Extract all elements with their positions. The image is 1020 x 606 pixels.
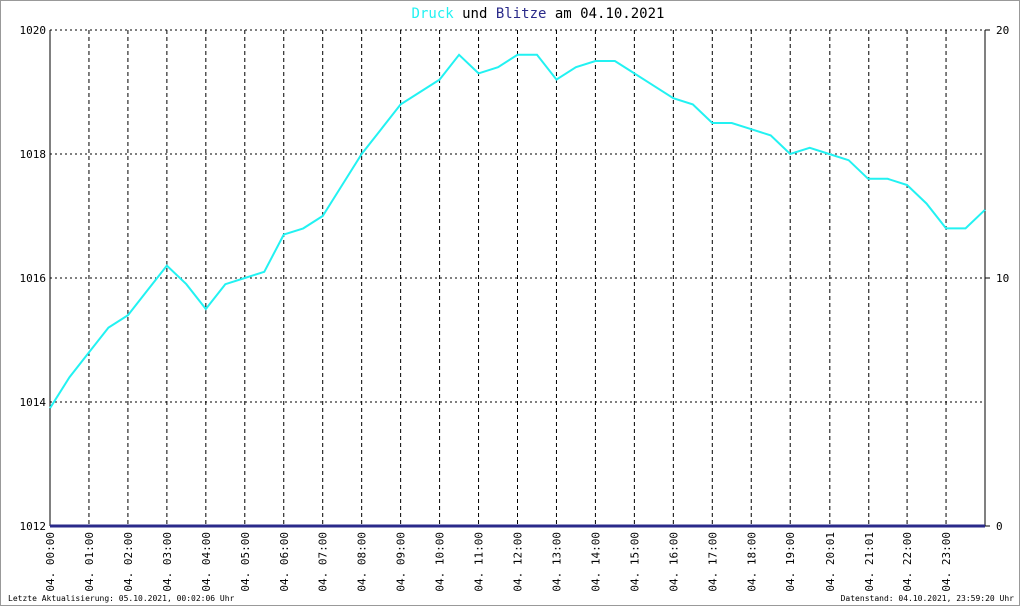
x-tick-label: 04. 00:00 [44,532,57,592]
x-tick-label: 04. 07:00 [317,532,330,592]
x-tick-label: 04. 02:00 [122,532,135,592]
x-tick-label: 04. 03:00 [161,532,174,592]
y-tick-label: 1014 [20,396,47,409]
footer-right: Datenstand: 04.10.2021, 23:59:20 Uhr [841,594,1015,603]
y2-tick-label: 20 [996,24,1009,37]
y-tick-label: 1018 [20,148,47,161]
series-line [49,53,986,409]
y-tick-label: 1016 [20,272,47,285]
title-series-1: Druck [412,6,455,22]
x-tick-label: 04. 05:00 [239,532,252,592]
x-tick-label: 04. 11:00 [473,532,486,592]
title-series-2: Blitze [496,6,547,22]
y2-tick-label: 10 [996,272,1009,285]
y-tick-label: 1020 [20,24,47,37]
x-tick-label: 04. 13:00 [550,532,563,592]
title-suffix: am 04.10.2021 [555,6,665,22]
x-tick-label: 04. 14:00 [589,532,602,592]
x-tick-label: 04. 04:00 [200,532,213,592]
x-tick-label: 04. 20:01 [824,532,837,592]
x-tick-label: 04. 06:00 [278,532,291,592]
x-tick-label: 04. 01:00 [83,532,96,592]
x-tick-label: 04. 22:00 [901,532,914,592]
title-connector: und [462,6,487,22]
chart-title: Druck und Blitze am 04.10.2021 [412,6,665,22]
x-tick-label: 04. 10:00 [434,532,447,592]
x-tick-label: 04. 16:00 [667,532,680,592]
x-tick-label: 04. 17:00 [706,532,719,592]
x-tick-label: 04. 08:00 [356,532,369,592]
footer-left: Letzte Aktualisierung: 05.10.2021, 00:02… [8,594,235,603]
x-tick-label: 04. 15:00 [628,532,641,592]
x-tick-label: 04. 18:00 [745,532,758,592]
x-tick-label: 04. 23:00 [940,532,953,592]
y-tick-label: 1012 [20,520,47,533]
x-tick-label: 04. 19:00 [784,532,797,592]
y2-tick-label: 0 [996,520,1003,533]
x-tick-label: 04. 21:01 [863,532,876,592]
x-tick-label: 04. 09:00 [395,532,408,592]
x-tick-label: 04. 12:00 [512,532,525,592]
